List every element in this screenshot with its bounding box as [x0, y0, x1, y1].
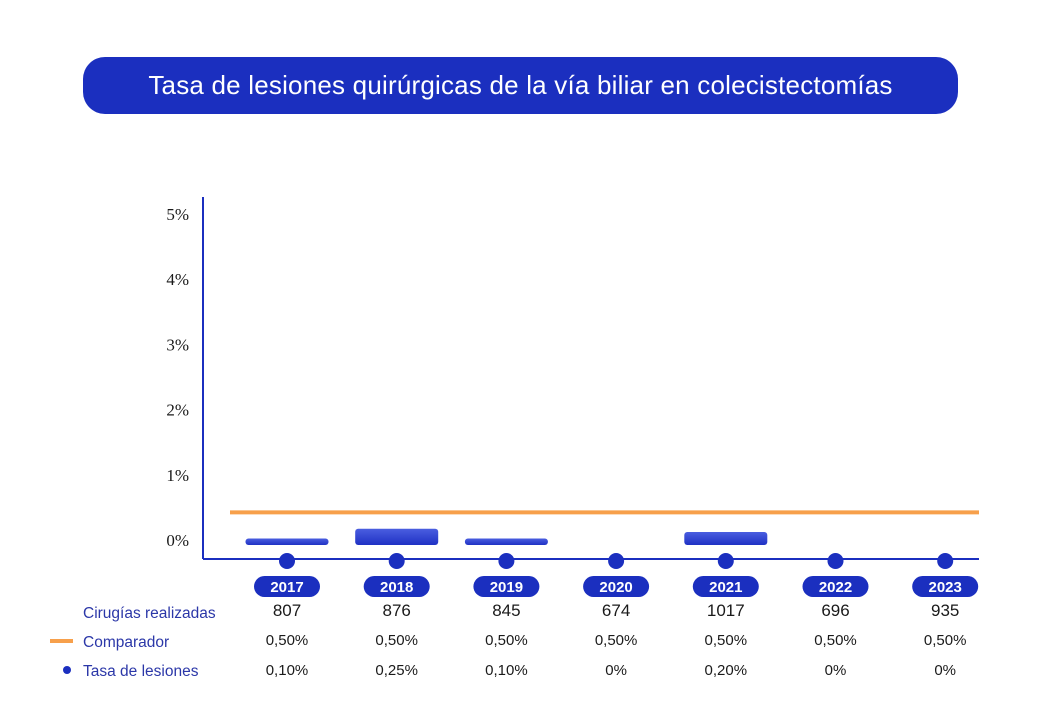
tasa-value: 0% — [825, 662, 847, 679]
x-marker-dot — [498, 553, 515, 569]
y-ticks-layer: 0% 1% 2% 3% 4% 5% — [166, 205, 189, 550]
year-label: 2023 — [929, 579, 962, 596]
bar-2021 — [684, 531, 768, 545]
x-marker-dot — [717, 553, 734, 569]
bar-2019 — [464, 538, 548, 545]
cirugias-value: 1017 — [707, 601, 745, 620]
x-marker-dot — [279, 553, 295, 569]
comparador-value: 0,50% — [705, 632, 748, 649]
year-pill-2023 — [912, 576, 979, 597]
year-label: 2021 — [709, 579, 742, 596]
y-tick-label: 5% — [166, 205, 189, 224]
x-marker-dot — [937, 553, 954, 569]
comparador-value: 0,50% — [485, 632, 528, 649]
cirugias-value: 696 — [821, 601, 849, 620]
year-label: 2018 — [380, 579, 413, 596]
x-marker-dot — [388, 553, 405, 569]
y-tick-label: 3% — [166, 335, 189, 354]
comparador-value: 0,50% — [595, 632, 638, 649]
legend-cirugias-label: Cirugías realizadas — [83, 605, 216, 622]
comparador-value: 0,50% — [924, 632, 967, 649]
bar-2018 — [355, 528, 439, 545]
values-table: 807 876 845 674 1017 696 935 0,50% 0,50% 0,50% 0,5… — [266, 601, 967, 679]
tasa-value: 0% — [605, 662, 627, 679]
year-pill-2020 — [583, 576, 650, 597]
comparador-value: 0,50% — [266, 632, 309, 649]
tasa-value: 0,10% — [485, 662, 528, 679]
tasa-value: 0,10% — [266, 662, 309, 679]
x-marker-dot — [827, 553, 844, 569]
cirugias-value: 674 — [602, 601, 630, 620]
cirugias-value: 807 — [273, 601, 301, 620]
tasa-value: 0% — [934, 662, 956, 679]
bars-layer — [245, 528, 768, 545]
comparador-value: 0,50% — [375, 632, 418, 649]
axes-layer — [202, 197, 979, 560]
year-label: 2020 — [599, 579, 632, 596]
legend-tasa-label: Tasa de lesiones — [83, 663, 199, 680]
year-pill-2021 — [692, 576, 759, 597]
year-label: 2017 — [270, 579, 303, 596]
y-tick-label: 4% — [166, 270, 189, 289]
year-label: 2019 — [490, 579, 523, 596]
comparador-value: 0,50% — [814, 632, 857, 649]
x-categories-layer: 2017 2018 2019 2020 2021 2022 2023 — [254, 553, 979, 597]
year-pill-2022 — [802, 576, 869, 597]
cirugias-value: 935 — [931, 601, 959, 620]
year-pill-2019 — [473, 576, 540, 597]
tasa-value: 0,25% — [375, 662, 418, 679]
cirugias-value: 845 — [492, 601, 520, 620]
year-label: 2022 — [819, 579, 852, 596]
legend-comparador-label: Comparador — [83, 634, 169, 651]
x-marker-dot — [608, 553, 625, 569]
bar-2017 — [245, 538, 329, 545]
y-tick-label: 0% — [166, 531, 189, 550]
legend: Cirugías realizadas Comparador Tasa de les… — [50, 605, 216, 680]
chart-title: Tasa de lesiones quirúrgicas de la vía b… — [83, 57, 958, 114]
y-tick-label: 2% — [166, 401, 189, 420]
cirugias-value: 876 — [383, 601, 411, 620]
y-tick-label: 1% — [166, 466, 189, 485]
year-pill-2018 — [363, 576, 430, 597]
year-pill-2017 — [254, 576, 320, 597]
tasa-value: 0,20% — [705, 662, 748, 679]
legend-tasa-dot — [63, 666, 71, 674]
